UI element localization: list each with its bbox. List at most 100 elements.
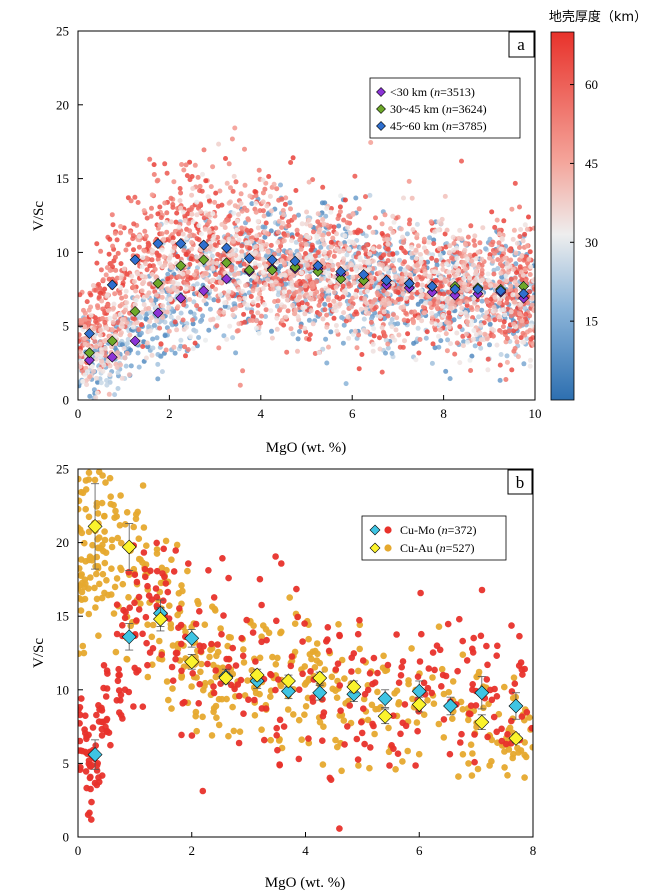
cloud-point [194, 212, 200, 218]
cloud-point [138, 322, 144, 328]
cloud-point [230, 312, 236, 318]
cloud-point [242, 295, 248, 301]
cloud-point [170, 202, 176, 207]
cloud-point [85, 610, 93, 618]
cloud-point [322, 270, 328, 275]
mean-marker-a-series-2 [426, 280, 438, 292]
cloud-point [281, 238, 287, 244]
cloud-point [517, 234, 523, 239]
cloud-point [262, 302, 267, 307]
cloud-point [87, 763, 94, 770]
cloud-point [175, 315, 181, 321]
cloud-point [366, 224, 372, 230]
cloud-point [194, 597, 201, 605]
cloud-point [344, 723, 351, 730]
cloud-point [364, 283, 370, 289]
cloud-point [143, 639, 150, 647]
cloud-point [319, 737, 326, 744]
cloud-point [336, 223, 342, 229]
cloud-point [136, 364, 142, 370]
cloud-point [178, 310, 184, 316]
cloud-point [241, 311, 247, 317]
cloud-point [168, 705, 175, 712]
cloud-point [494, 642, 501, 650]
cloud-point [189, 239, 195, 245]
cloud-point [253, 325, 259, 331]
cloud-point [155, 256, 161, 262]
cloud-point [363, 251, 369, 257]
cloud-point [469, 353, 475, 359]
cloud-point [467, 275, 473, 281]
cloud-point [302, 283, 308, 289]
cloud-point [392, 766, 399, 773]
cloud-point [95, 305, 101, 311]
cloud-point [265, 277, 271, 283]
cloud-point [175, 254, 181, 260]
panel-a-ylabel: V/Sc [31, 201, 47, 231]
legend-marker-cu-mo-mean [369, 524, 381, 536]
cloud-point [319, 712, 327, 720]
cloud-point [92, 742, 99, 749]
cloud-point [529, 744, 533, 751]
cloud-point [504, 353, 510, 359]
cloud-point [157, 579, 165, 587]
cloud-point [78, 360, 84, 366]
cloud-point [227, 634, 234, 641]
cloud-point [287, 200, 293, 206]
cloud-point [310, 284, 316, 290]
cloud-point [514, 240, 520, 246]
cloud-point [210, 164, 216, 170]
cloud-point [155, 252, 161, 258]
cloud-point [131, 599, 138, 607]
cloud-point [103, 272, 109, 278]
cloud-point [142, 248, 147, 254]
cloud-point [354, 630, 362, 638]
cloud-point [200, 171, 205, 177]
cloud-point [116, 522, 124, 529]
cloud-point [527, 357, 533, 363]
legend-text-cu-au: Cu-Au (n=527) [400, 541, 474, 555]
cloud-point [442, 193, 448, 199]
cloud-point [273, 279, 279, 285]
cloud-point [454, 330, 460, 336]
cloud-point [286, 223, 292, 229]
cloud-point [435, 227, 441, 233]
cloud-point [231, 210, 237, 216]
panel-a-letter: a [517, 35, 525, 54]
cloud-point [447, 249, 452, 255]
cloud-point [504, 335, 510, 341]
cloud-point [488, 283, 494, 289]
cloud-point [79, 747, 86, 755]
cloud-point [196, 608, 203, 615]
cloud-point [107, 268, 113, 273]
cloud-point [162, 161, 168, 167]
cloud-point [446, 310, 452, 316]
cloud-point [178, 672, 185, 679]
cloud-point [442, 231, 448, 237]
cloud-point [291, 620, 299, 627]
cloud-point [78, 349, 83, 355]
cloud-point [529, 302, 535, 308]
y-tick-label: 0 [63, 393, 70, 408]
colorbar-tick-label: 60 [585, 77, 598, 92]
cloud-point [337, 209, 343, 215]
cloud-point [366, 310, 372, 316]
cloud-point [495, 266, 501, 271]
cloud-point [178, 667, 185, 675]
cloud-point [320, 184, 326, 190]
cloud-point [296, 301, 302, 307]
cloud-point [508, 276, 514, 282]
cloud-point [84, 811, 92, 818]
cloud-point [142, 613, 150, 621]
cloud-point [376, 244, 382, 250]
cloud-point [316, 302, 322, 308]
cloud-point [354, 345, 360, 351]
cloud-point [497, 362, 503, 368]
cloud-point [486, 762, 493, 769]
cloud-point [101, 559, 109, 567]
cloud-point [139, 273, 145, 279]
cloud-point [276, 285, 282, 291]
cloud-point [208, 640, 215, 648]
cloud-point [364, 716, 372, 724]
